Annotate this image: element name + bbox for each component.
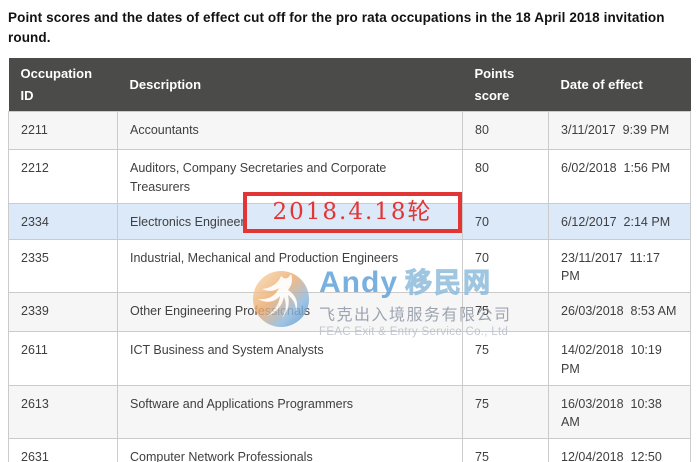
page-title: Point scores and the dates of effect cut…	[8, 10, 665, 45]
cell-date: 26/03/2018 8:53 AM	[548, 292, 691, 332]
cell-date: 14/02/2018 10:19 PM	[548, 331, 691, 386]
cell-date: 23/11/2017 11:17 PM	[548, 238, 691, 293]
cell-occupation-id: 2611	[8, 331, 118, 386]
page: Point scores and the dates of effect cut…	[0, 8, 697, 462]
cell-description: Computer Network Professionals	[117, 438, 463, 462]
cell-date: 3/11/2017 9:39 PM	[548, 111, 691, 150]
cell-description: Electronics Engineer	[117, 202, 463, 240]
cell-occupation-id: 2335	[8, 238, 118, 293]
col-header-date-of-effect: Date of effect	[548, 58, 691, 112]
cell-occupation-id: 2211	[8, 111, 118, 150]
table-body: 2211 Accountants 80 3/11/2017 9:39 PM 22…	[8, 111, 691, 462]
col-header-occupation-id: Occupation ID	[8, 58, 118, 112]
col-header-description: Description	[117, 58, 463, 112]
cell-occupation-id: 2334	[8, 202, 118, 240]
header-row: Occupation ID Description Points score D…	[8, 58, 691, 112]
table-header: Occupation ID Description Points score D…	[8, 58, 691, 112]
cell-description: Accountants	[117, 111, 463, 150]
cell-occupation-id: 2212	[8, 149, 118, 204]
cell-date: 12/04/2018 12:50 AM	[548, 438, 691, 462]
cell-description: ICT Business and System Analysts	[117, 331, 463, 386]
table-row: 2611 ICT Business and System Analysts 75…	[8, 331, 691, 386]
table-row: 2334 Electronics Engineer 70 6/12/2017 2…	[8, 202, 691, 240]
cell-points: 75	[462, 384, 549, 439]
cell-description: Software and Applications Programmers	[117, 384, 463, 439]
table-row: 2613 Software and Applications Programme…	[8, 384, 691, 439]
table-row: 2212 Auditors, Company Secretaries and C…	[8, 149, 691, 204]
table-row: 2339 Other Engineering Professionals 75 …	[8, 292, 691, 332]
cell-points: 70	[462, 238, 549, 293]
cell-description: Industrial, Mechanical and Production En…	[117, 238, 463, 293]
cell-occupation-id: 2613	[8, 384, 118, 439]
table-row: 2631 Computer Network Professionals 75 1…	[8, 438, 691, 462]
cell-points: 70	[462, 202, 549, 240]
cell-description: Auditors, Company Secretaries and Corpor…	[117, 149, 463, 204]
cell-date: 16/03/2018 10:38 AM	[548, 384, 691, 439]
cell-occupation-id: 2631	[8, 438, 118, 462]
cell-points: 80	[462, 111, 549, 150]
col-header-points-score: Points score	[462, 58, 549, 112]
cell-description: Other Engineering Professionals	[117, 292, 463, 332]
cell-points: 80	[462, 149, 549, 204]
table-row: 2211 Accountants 80 3/11/2017 9:39 PM	[8, 111, 691, 150]
cell-occupation-id: 2339	[8, 292, 118, 332]
table-row: 2335 Industrial, Mechanical and Producti…	[8, 238, 691, 293]
cell-points: 75	[462, 438, 549, 462]
occupations-table: Occupation ID Description Points score D…	[8, 58, 691, 462]
cell-points: 75	[462, 331, 549, 386]
cell-date: 6/02/2018 1:56 PM	[548, 149, 691, 204]
cell-date: 6/12/2017 2:14 PM	[548, 202, 691, 240]
cell-points: 75	[462, 292, 549, 332]
